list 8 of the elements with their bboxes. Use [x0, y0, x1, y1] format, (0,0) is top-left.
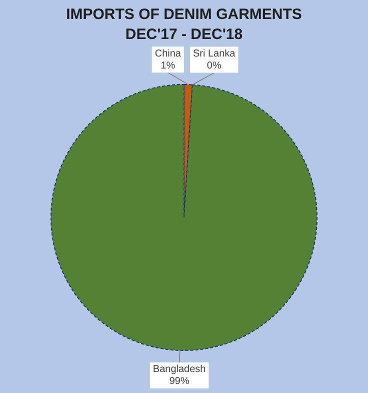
chart-subtitle: DEC'17 - DEC'18 — [125, 26, 243, 44]
data-label: 1% — [160, 60, 176, 72]
data-label: 99% — [169, 376, 190, 388]
slice-label: China — [154, 48, 182, 60]
chart-title: IMPORTS OF DENIM GARMENTS — [66, 6, 302, 24]
slice-label: Bangladesh — [152, 364, 206, 376]
category-label: Sri Lanka — [192, 48, 236, 60]
text: 0% — [206, 60, 222, 72]
